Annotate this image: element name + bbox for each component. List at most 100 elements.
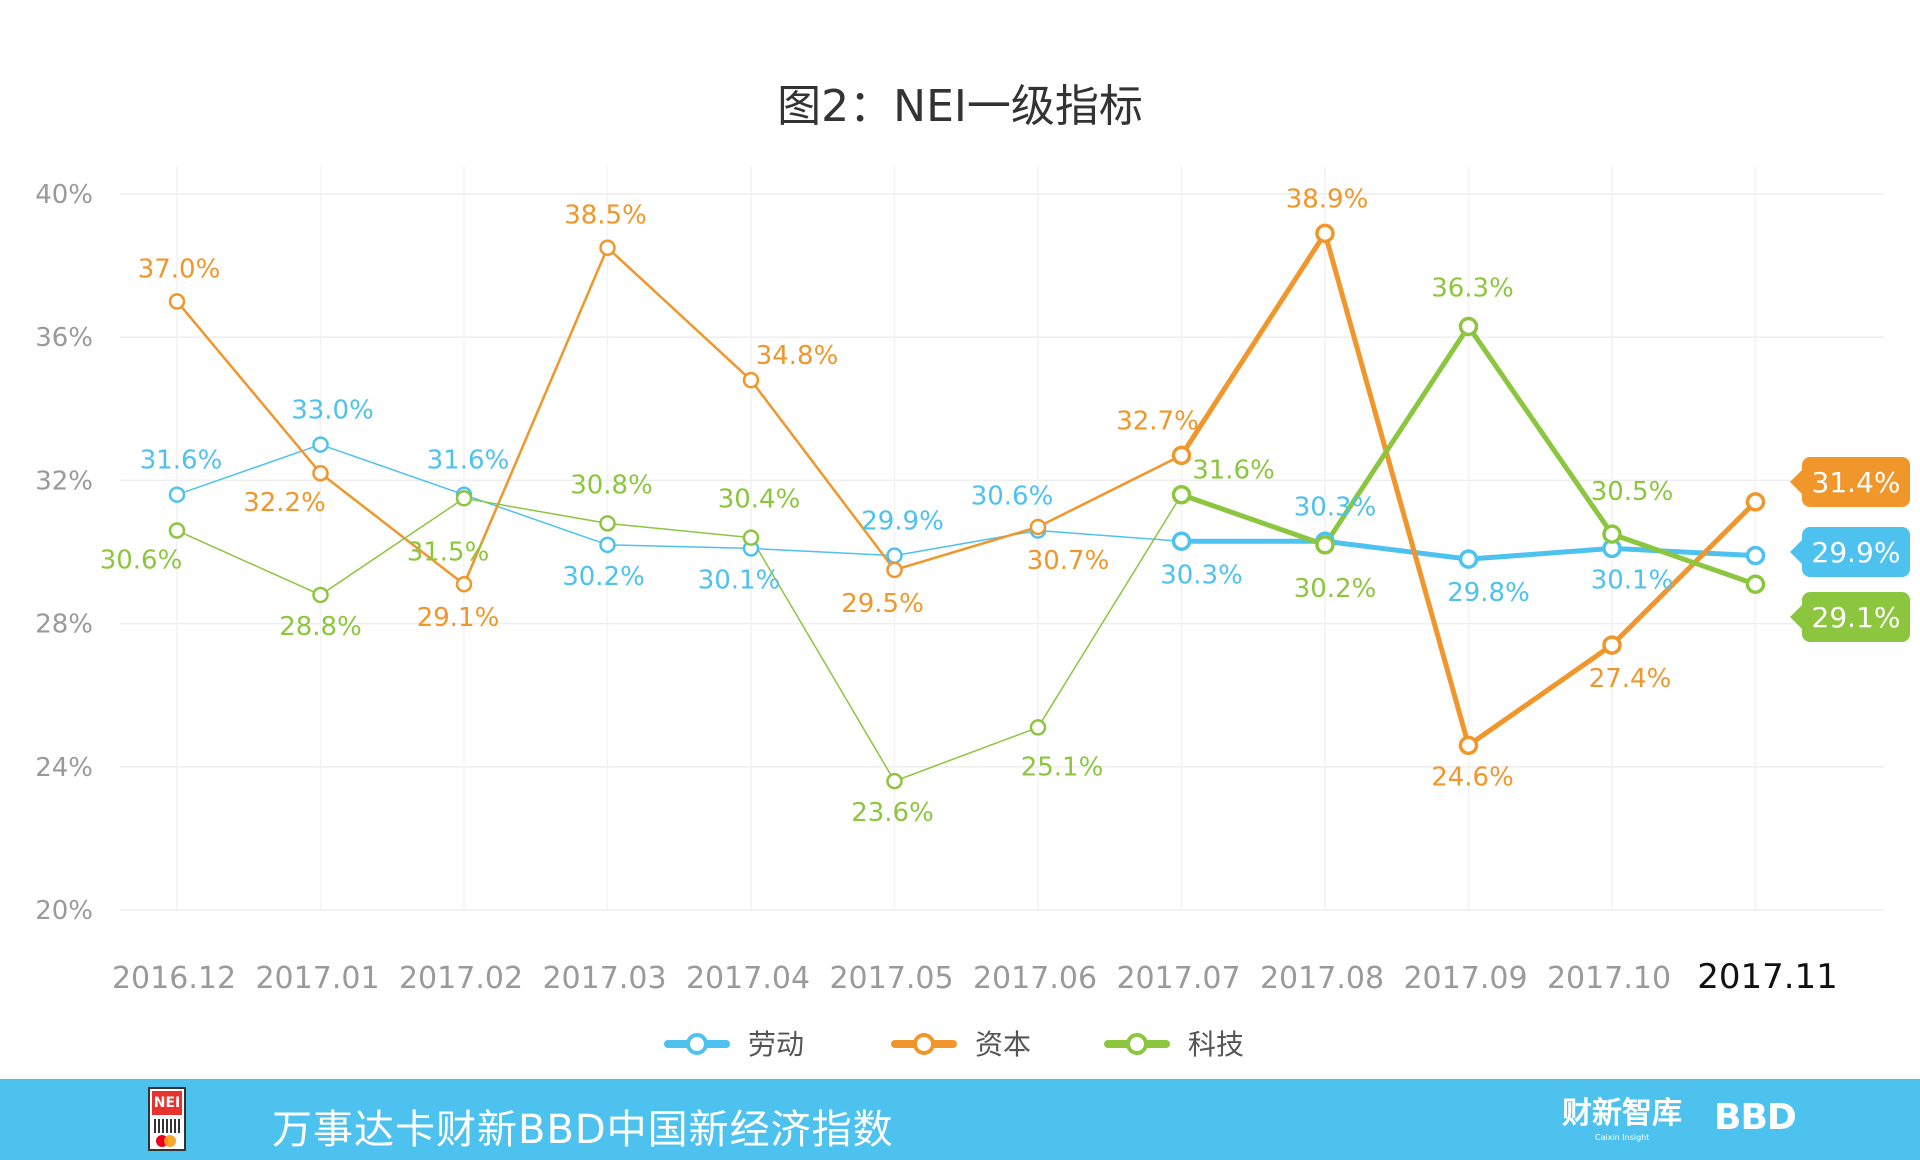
data-label: 32.2%	[243, 488, 326, 518]
data-point	[1029, 518, 1047, 536]
end-tag-bg	[1802, 592, 1910, 642]
data-label: 30.6%	[100, 546, 183, 576]
data-label: 30.4%	[718, 485, 801, 515]
y-tick-label: 28%	[35, 610, 93, 640]
y-tick-label: 36%	[35, 323, 93, 353]
data-label: 30.2%	[562, 562, 645, 592]
legend-label: 科技	[1188, 1028, 1244, 1061]
data-point	[455, 490, 473, 507]
data-point	[1315, 535, 1335, 555]
data-point	[312, 464, 329, 482]
end-tag-label: 29.9%	[1812, 536, 1901, 569]
data-point	[312, 436, 329, 453]
logo-lines-icon	[154, 1119, 180, 1133]
x-tick-label: 2016.12	[112, 961, 236, 996]
data-point	[1458, 735, 1479, 756]
x-tick-label: 2017.08	[1260, 961, 1384, 996]
x-tick-label: 2017.09	[1403, 961, 1527, 996]
legend-marker	[686, 1033, 708, 1055]
series-line-2-thin	[176, 246, 1183, 586]
end-tag-label: 29.1%	[1812, 601, 1901, 634]
data-label: 30.3%	[1294, 492, 1377, 522]
data-label: 38.5%	[564, 201, 647, 231]
x-tick-label: 2017.01	[255, 961, 379, 996]
data-label: 31.6%	[1192, 456, 1275, 486]
x-tick-label: 2017.11	[1697, 957, 1838, 997]
data-label: 30.7%	[1027, 546, 1110, 576]
data-point	[1171, 445, 1192, 466]
series-line-3-thin	[176, 494, 1183, 782]
data-label: 30.1%	[1591, 565, 1674, 595]
data-labels: 31.6% 33.0% 31.6% 30.2% 30.1% 29.9% 30.6% 30.3%…	[100, 184, 1674, 828]
legend-marker	[1126, 1033, 1148, 1055]
data-label: 30.3%	[1160, 560, 1243, 590]
data-label: 31.5%	[407, 537, 490, 567]
data-label: 29.5%	[841, 589, 924, 619]
legend: 劳动 资本 科技	[664, 1028, 1244, 1061]
data-label: 27.4%	[1589, 664, 1672, 694]
data-label: 30.2%	[1294, 574, 1377, 604]
data-point	[1602, 635, 1622, 655]
y-tick-label: 32%	[35, 466, 93, 496]
chart-title: 图2：NEI一级指标	[777, 81, 1143, 132]
end-tag-pointer-icon	[1790, 605, 1802, 629]
data-point	[312, 586, 329, 604]
data-label: 29.1%	[417, 603, 500, 633]
data-label: 24.6%	[1431, 762, 1514, 792]
x-tick-label: 2017.07	[1116, 961, 1240, 996]
data-point	[742, 529, 760, 546]
bbd-brand: BBD	[1714, 1097, 1797, 1138]
data-label: 28.8%	[279, 612, 362, 642]
end-labels: 29.9% 31.4% 29.1%	[1790, 457, 1910, 642]
caixin-brand-sub: Caixin Insight	[1595, 1133, 1650, 1142]
data-point	[168, 522, 186, 539]
end-tag-label: 31.4%	[1812, 466, 1901, 499]
data-label: 31.6%	[427, 446, 510, 476]
data-label: 31.6%	[140, 446, 223, 476]
legend-marker	[913, 1033, 935, 1055]
data-point	[1171, 531, 1192, 552]
x-tick-label: 2017.06	[973, 961, 1097, 996]
mastercard-yellow-icon	[164, 1135, 176, 1147]
legend-label: 资本	[975, 1028, 1031, 1061]
x-tick-label: 2017.02	[399, 961, 523, 996]
data-point	[886, 561, 903, 579]
data-point	[886, 547, 903, 564]
x-tick-label: 2017.04	[686, 961, 810, 996]
series-lines	[176, 230, 1758, 782]
data-point	[1745, 545, 1766, 566]
data-label: 29.9%	[861, 507, 944, 537]
y-tick-label: 40%	[35, 180, 93, 210]
data-point	[886, 772, 903, 790]
data-label: 30.1%	[698, 565, 781, 595]
data-point	[1171, 484, 1192, 505]
data-label: 34.8%	[756, 341, 839, 371]
series-points	[168, 223, 1766, 790]
x-tick-label: 2017.10	[1547, 961, 1671, 996]
line-chart: 20% 24% 28% 32% 36% 40% 2016.12 2017.01 2017.02 2…	[35, 166, 1910, 1061]
data-point	[1029, 719, 1047, 736]
data-point	[599, 536, 616, 554]
data-label: 23.6%	[851, 798, 934, 828]
data-point	[1458, 316, 1479, 337]
data-label: 36.3%	[1431, 273, 1514, 303]
data-point	[1315, 223, 1335, 244]
end-tag-bg	[1802, 457, 1910, 507]
data-label: 37.0%	[138, 254, 221, 284]
nei-logo-text: NEI	[152, 1091, 182, 1115]
end-tag-pointer-icon	[1790, 540, 1802, 564]
data-label: 30.5%	[1591, 477, 1674, 507]
x-tick-label: 2017.05	[829, 961, 953, 996]
data-point	[168, 486, 186, 503]
data-point	[599, 515, 616, 532]
data-point	[168, 293, 186, 310]
data-point	[455, 575, 473, 593]
legend-label: 劳动	[748, 1028, 804, 1061]
data-point	[1602, 524, 1622, 544]
axis-layer: 20% 24% 28% 32% 36% 40% 2016.12 2017.01 2017.02 2…	[35, 180, 1838, 997]
data-point	[1458, 549, 1479, 569]
data-label: 32.7%	[1116, 406, 1199, 436]
y-tick-label: 20%	[35, 896, 93, 926]
data-label: 25.1%	[1021, 752, 1104, 782]
footer-title: 万事达卡财新BBD中国新经济指数	[272, 1107, 894, 1153]
